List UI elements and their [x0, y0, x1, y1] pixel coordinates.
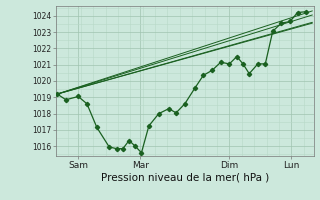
X-axis label: Pression niveau de la mer( hPa ): Pression niveau de la mer( hPa )	[101, 173, 269, 183]
